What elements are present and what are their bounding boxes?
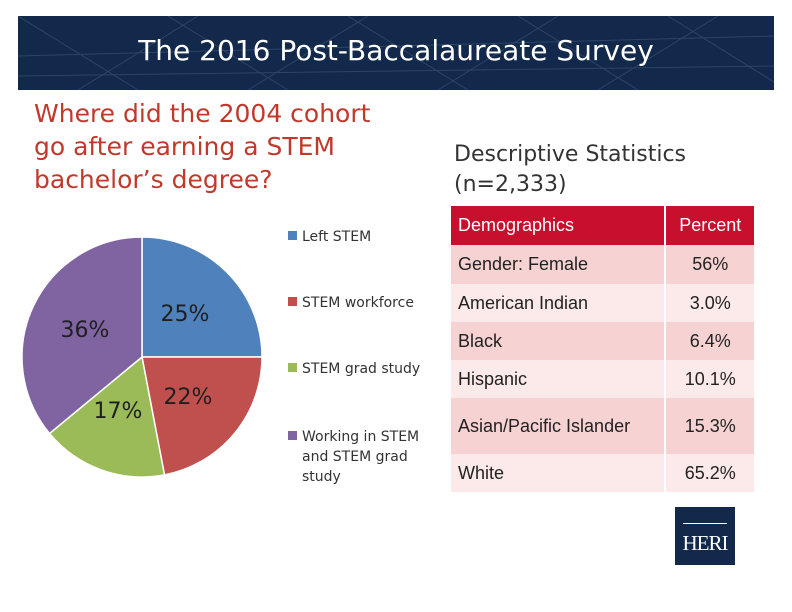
descriptive-title: Descriptive Statistics <box>454 142 687 167</box>
title-banner: The 2016 Post-Baccalaureate Survey <box>18 16 774 90</box>
page-title: The 2016 Post-Baccalaureate Survey <box>138 34 654 67</box>
pie-slice-stem-grad-study <box>48 355 166 478</box>
pie-data-label: 36% <box>61 318 110 343</box>
row-value: 15.3% <box>664 398 754 454</box>
legend-label: Left STEM <box>302 229 372 245</box>
pie-slice-left-stem <box>141 236 263 358</box>
header-percent: Percent <box>664 206 754 245</box>
legend-swatch <box>288 363 297 372</box>
survey-question: Where did the 2004 cohort go after earni… <box>34 97 424 196</box>
legend-label: STEM workforce <box>302 295 414 311</box>
row-value: 56% <box>664 245 754 284</box>
row-value: 10.1% <box>664 360 754 398</box>
header-demographics: Demographics <box>451 206 665 245</box>
question-line: Where did the 2004 cohort <box>34 99 371 128</box>
pie-data-label: 17% <box>94 399 143 424</box>
heri-logo: HERI <box>675 507 735 565</box>
legend-label: Working in STEM and STEM grad study <box>302 429 420 485</box>
banner-pattern <box>18 16 774 90</box>
pie-slice-stem-workforce <box>141 356 263 476</box>
table-row: American Indian 3.0% <box>451 284 754 322</box>
legend-swatch <box>288 231 297 240</box>
row-label: Gender: Female <box>451 245 665 284</box>
descriptive-statistics-heading: Descriptive Statistics (n=2,333) <box>454 140 686 200</box>
legend-swatch <box>288 297 297 306</box>
question-line: bachelor’s degree? <box>34 165 273 194</box>
sample-size: (n=2,333) <box>454 172 567 197</box>
row-label: Hispanic <box>451 360 665 398</box>
row-label: Black <box>451 322 665 360</box>
row-label: Asian/Pacific Islander <box>451 398 665 454</box>
table-row: Black 6.4% <box>451 322 754 360</box>
table-row: White 65.2% <box>451 454 754 492</box>
row-value: 65.2% <box>664 454 754 492</box>
row-label: White <box>451 454 665 492</box>
pie-data-label: 25% <box>161 302 210 327</box>
legend-swatch <box>288 431 297 440</box>
logo-text: HERI <box>682 531 729 555</box>
table-row: Gender: Female 56% <box>451 245 754 284</box>
table-header-row: Demographics Percent <box>451 206 754 245</box>
table-row: Asian/Pacific Islander 15.3% <box>451 398 754 454</box>
pie-data-label: 22% <box>164 385 213 410</box>
logo-rule <box>683 523 727 524</box>
demographics-table: Demographics Percent Gender: Female 56% … <box>451 206 754 492</box>
row-value: 3.0% <box>664 284 754 322</box>
row-label: American Indian <box>451 284 665 322</box>
legend-label: STEM grad study <box>302 361 421 377</box>
pie-slice-working-in-stem-and-stem-grad-study <box>21 236 143 435</box>
table-row: Hispanic 10.1% <box>451 360 754 398</box>
row-value: 6.4% <box>664 322 754 360</box>
question-line: go after earning a STEM <box>34 132 335 161</box>
